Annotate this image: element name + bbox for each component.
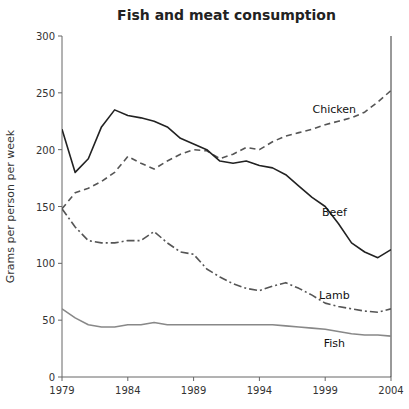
chart: Fish and meat consumption Grams per perso… [0, 0, 409, 409]
y-tick-label: 150 [36, 202, 55, 213]
x-tick-label: 1994 [247, 385, 272, 396]
title: Fish and meat consumption [117, 7, 336, 23]
y-tick [58, 377, 62, 378]
y-axis-label: Grams per person per week [4, 129, 17, 283]
y-tick [58, 92, 62, 93]
y-tick-label: 300 [36, 31, 55, 42]
x-tick-label: 1999 [312, 385, 337, 396]
y-tick [58, 149, 62, 150]
y-tick [58, 206, 62, 207]
x-tick [62, 377, 63, 381]
y-tick-label: 0 [49, 372, 55, 383]
series-line [62, 110, 391, 258]
y-tick-label: 200 [36, 145, 55, 156]
x-tick-label: 2004 [378, 385, 403, 396]
x-tick [127, 377, 128, 381]
y-axis-line [62, 36, 63, 377]
x-tick [193, 377, 194, 381]
x-axis-line [62, 377, 391, 378]
y-tick-label: 250 [36, 88, 55, 99]
x-tick [325, 377, 326, 381]
series-labels: Chicken Beef Lamb Fish [313, 103, 357, 349]
series-line [62, 309, 391, 336]
series-line [62, 91, 391, 209]
x-tick [259, 377, 260, 381]
y-tick [58, 263, 62, 264]
x-tick-label: 1979 [49, 385, 74, 396]
series-label: Fish [324, 337, 345, 350]
y-tick-label: 50 [42, 315, 55, 326]
series-line [62, 209, 391, 312]
series-label: Chicken [313, 103, 357, 116]
right-edge-line [391, 36, 392, 377]
x-tick [391, 377, 392, 381]
plot-area [62, 91, 391, 337]
y-tick [58, 36, 62, 37]
series-label: Lamb [319, 289, 350, 302]
y-tick-label: 100 [36, 258, 55, 269]
series-label: Beef [322, 206, 348, 219]
x-tick-label: 1984 [115, 385, 140, 396]
x-tick-label: 1989 [181, 385, 206, 396]
y-tick [58, 320, 62, 321]
